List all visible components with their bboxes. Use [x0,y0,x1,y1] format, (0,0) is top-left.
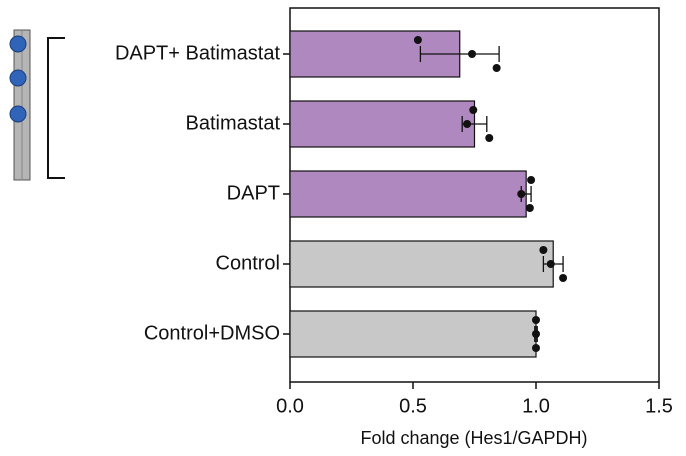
data-point [526,204,534,212]
data-point [532,330,540,338]
data-point [539,246,547,254]
data-point [517,190,525,198]
bar [290,241,553,287]
y-tick-label: DAPT [227,182,280,204]
x-tick-label: 0.0 [276,395,304,417]
x-axis-label: Fold change (Hes1/GAPDH) [360,428,587,448]
x-tick-label: 0.5 [399,395,427,417]
bar [290,101,475,147]
y-tick-label: DAPT+ Batimastat [115,42,281,64]
bar [290,171,526,217]
y-tick-label: Control [216,252,280,274]
y-tick-label: Batimastat [186,112,281,134]
data-point [547,260,555,268]
data-point [469,106,477,114]
data-point [559,274,567,282]
y-tick-label: Control+DMSO [144,322,280,344]
bar [290,311,536,357]
chart: Fold change (Hes1/GAPDH) 0.0 0.5 1.0 1.5 DAP… [0,0,686,456]
x-tick-label: 1.0 [522,395,550,417]
data-point [532,316,540,324]
data-point [527,176,535,184]
data-point [463,120,471,128]
data-point [468,50,476,58]
x-tick-label: 1.5 [645,395,673,417]
data-point [485,134,493,142]
data-point [532,344,540,352]
data-point [414,36,422,44]
schematic [10,30,65,180]
data-point [493,64,501,72]
